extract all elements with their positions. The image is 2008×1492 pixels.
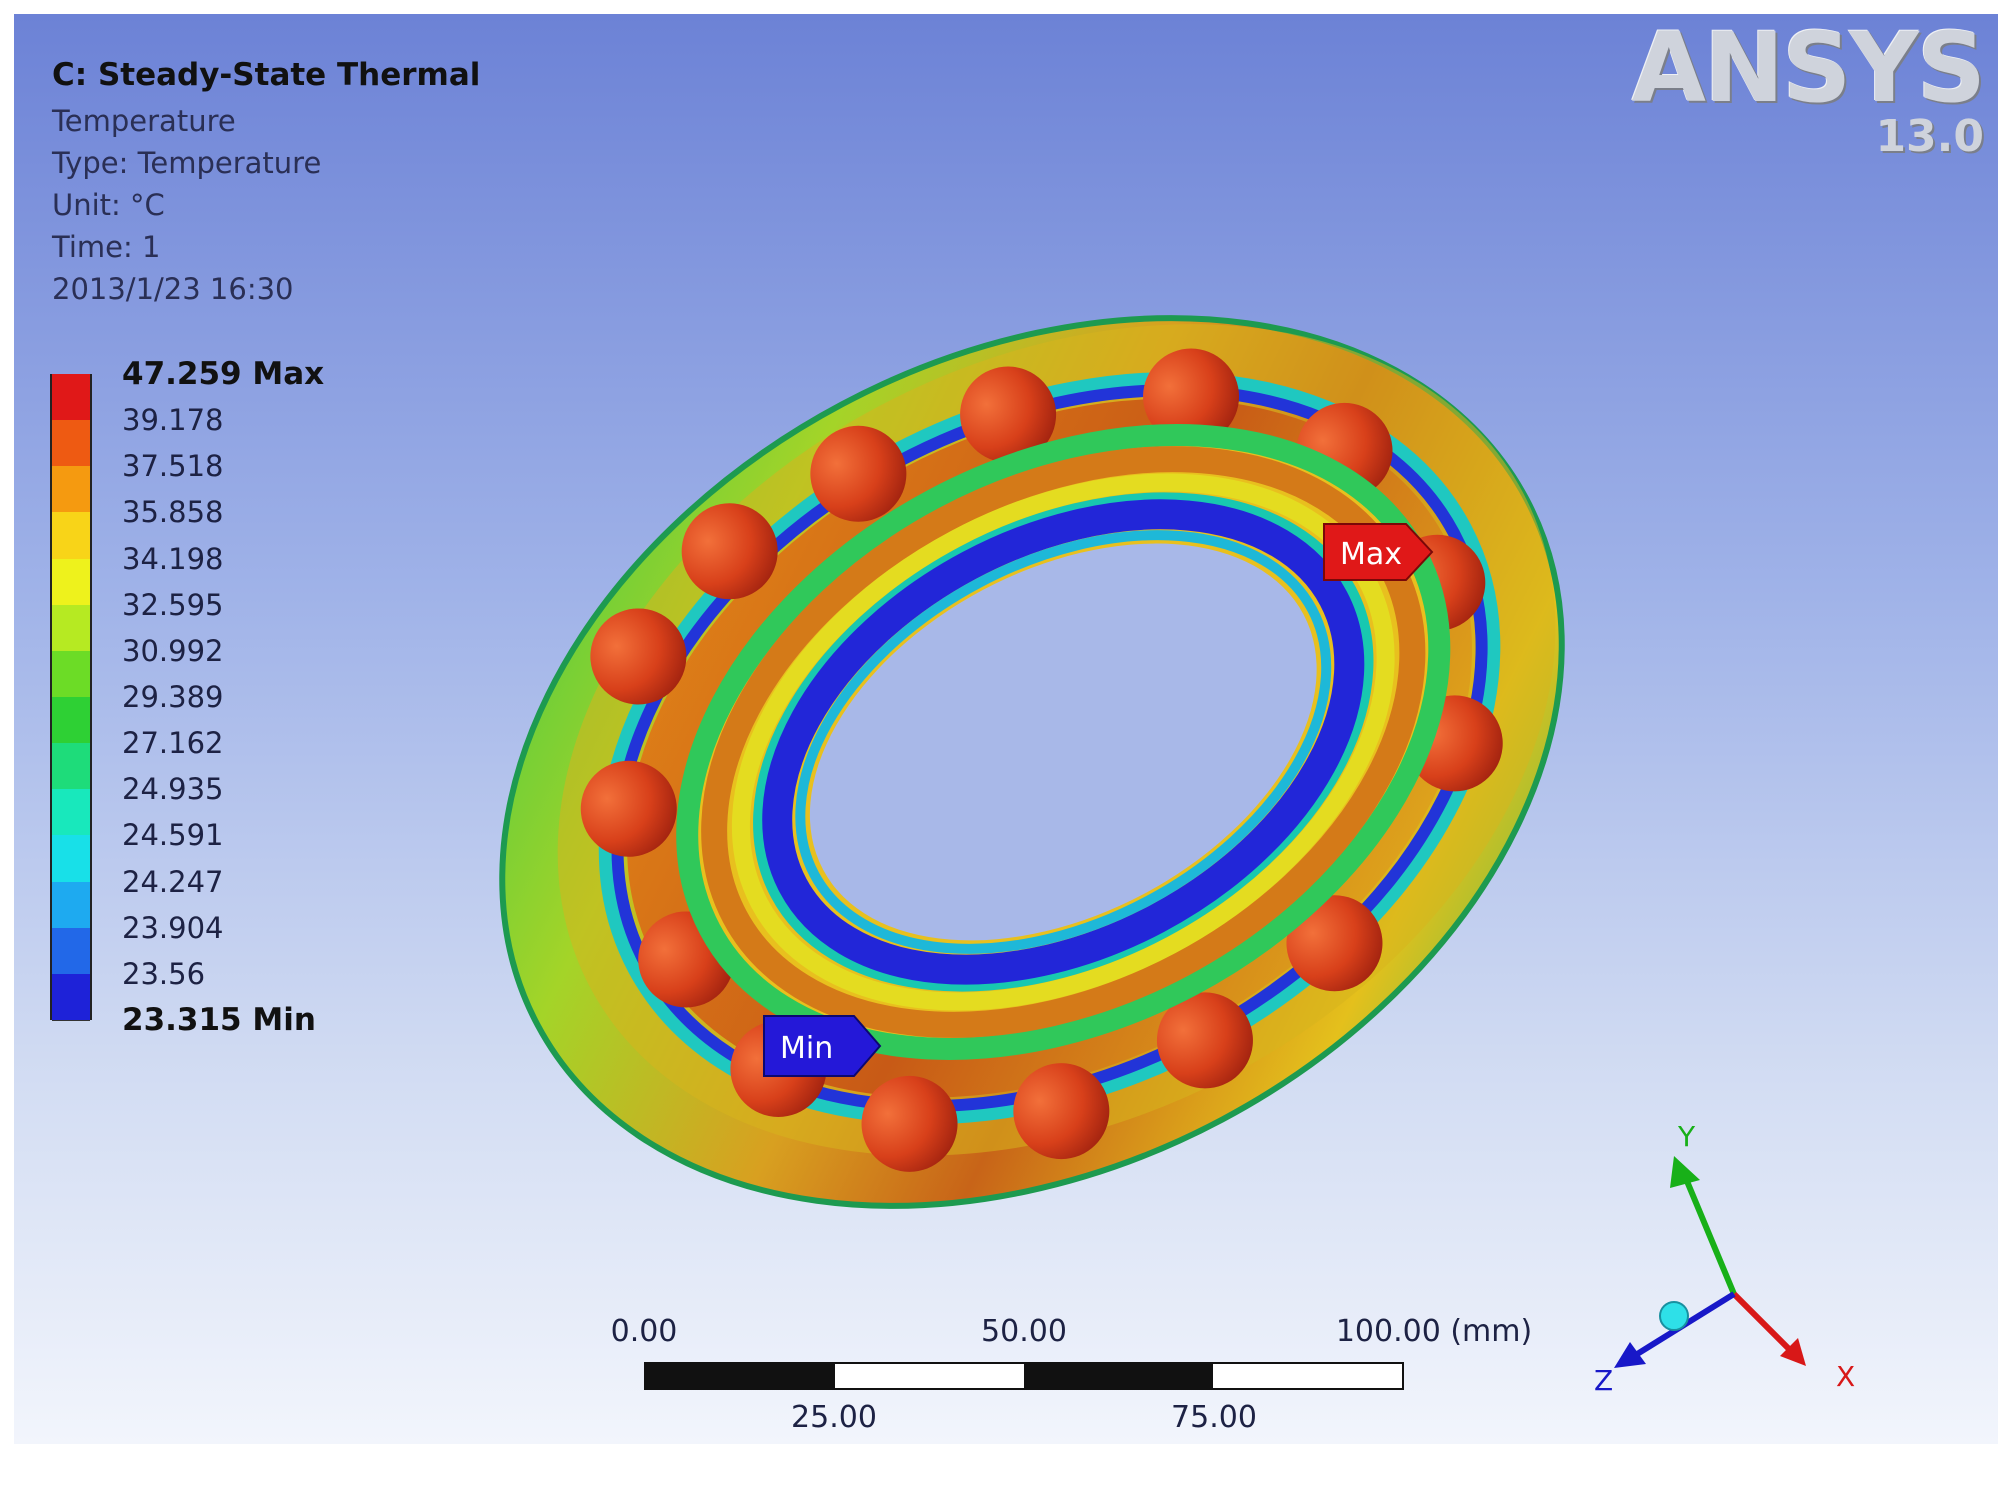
bearing-model[interactable]: Max Min [14,14,1998,1444]
max-probe-label: Max [1340,537,1402,572]
legend-value: 39.178 [122,403,224,438]
legend-value: 35.858 [122,495,224,530]
scale-label-0: 0.00 [610,1314,678,1349]
legend-swatch [52,743,90,791]
ansys-logo: ANSYS 13.0 [1631,14,1986,162]
legend-value: 34.198 [122,541,224,576]
graphics-viewport[interactable]: Max Min C: Steady-State Thermal Temperat… [14,14,1998,1444]
legend-swatch [52,789,90,837]
legend-value: 27.162 [122,726,224,761]
legend-value: 23.904 [122,910,224,945]
legend-value: 24.935 [122,772,224,807]
scale-bar [644,1362,1404,1390]
scale-label-25: 25.00 [791,1400,877,1435]
scale-label-100: 100.00 (mm) [1335,1314,1533,1349]
legend-swatch [52,420,90,468]
legend-swatch [52,512,90,560]
legend-swatch [52,374,90,422]
rolling-elements [580,348,1503,1172]
legend-swatch [52,835,90,883]
axis-triad[interactable]: Y X Z [1574,1094,1894,1394]
legend-swatch [52,973,90,1021]
scale-label-75: 75.00 [1171,1400,1257,1435]
legend-value: 29.389 [122,680,224,714]
legend-swatch [52,466,90,514]
legend-value: 37.518 [122,449,224,484]
legend-value: 24.247 [122,864,224,899]
x-axis-label: X [1836,1360,1855,1393]
analysis-title: C: Steady-State Thermal [52,57,481,93]
legend-swatch [52,697,90,745]
legend-swatch [52,558,90,606]
result-date: 2013/1/23 16:30 [52,272,294,306]
legend-value: 47.259 Max [122,356,325,392]
legend-value: 30.992 [122,633,224,668]
result-unit: Unit: °C [52,188,165,222]
legend-color-bar [50,374,92,1021]
logo-version: 13.0 [1875,111,1984,162]
logo-text: ANSYS [1631,14,1986,124]
result-type: Type: Temperature [52,146,322,180]
result-time: Time: 1 [52,230,161,264]
min-probe[interactable]: Min [763,1015,882,1077]
legend-swatch [52,881,90,929]
y-axis-label: Y [1677,1120,1696,1153]
max-probe[interactable]: Max [1323,523,1434,581]
legend-value: 24.591 [122,818,224,853]
z-axis-label: Z [1594,1364,1613,1394]
scale-label-50: 50.00 [981,1314,1067,1349]
legend-value: 32.595 [122,587,224,622]
legend-value: 23.56 [122,956,206,991]
legend-swatch [52,604,90,652]
legend-swatch [52,927,90,975]
min-probe-label: Min [780,1031,833,1066]
result-name: Temperature [52,104,236,138]
legend-value: 23.315 Min [122,1002,316,1038]
legend-swatch [52,650,90,698]
